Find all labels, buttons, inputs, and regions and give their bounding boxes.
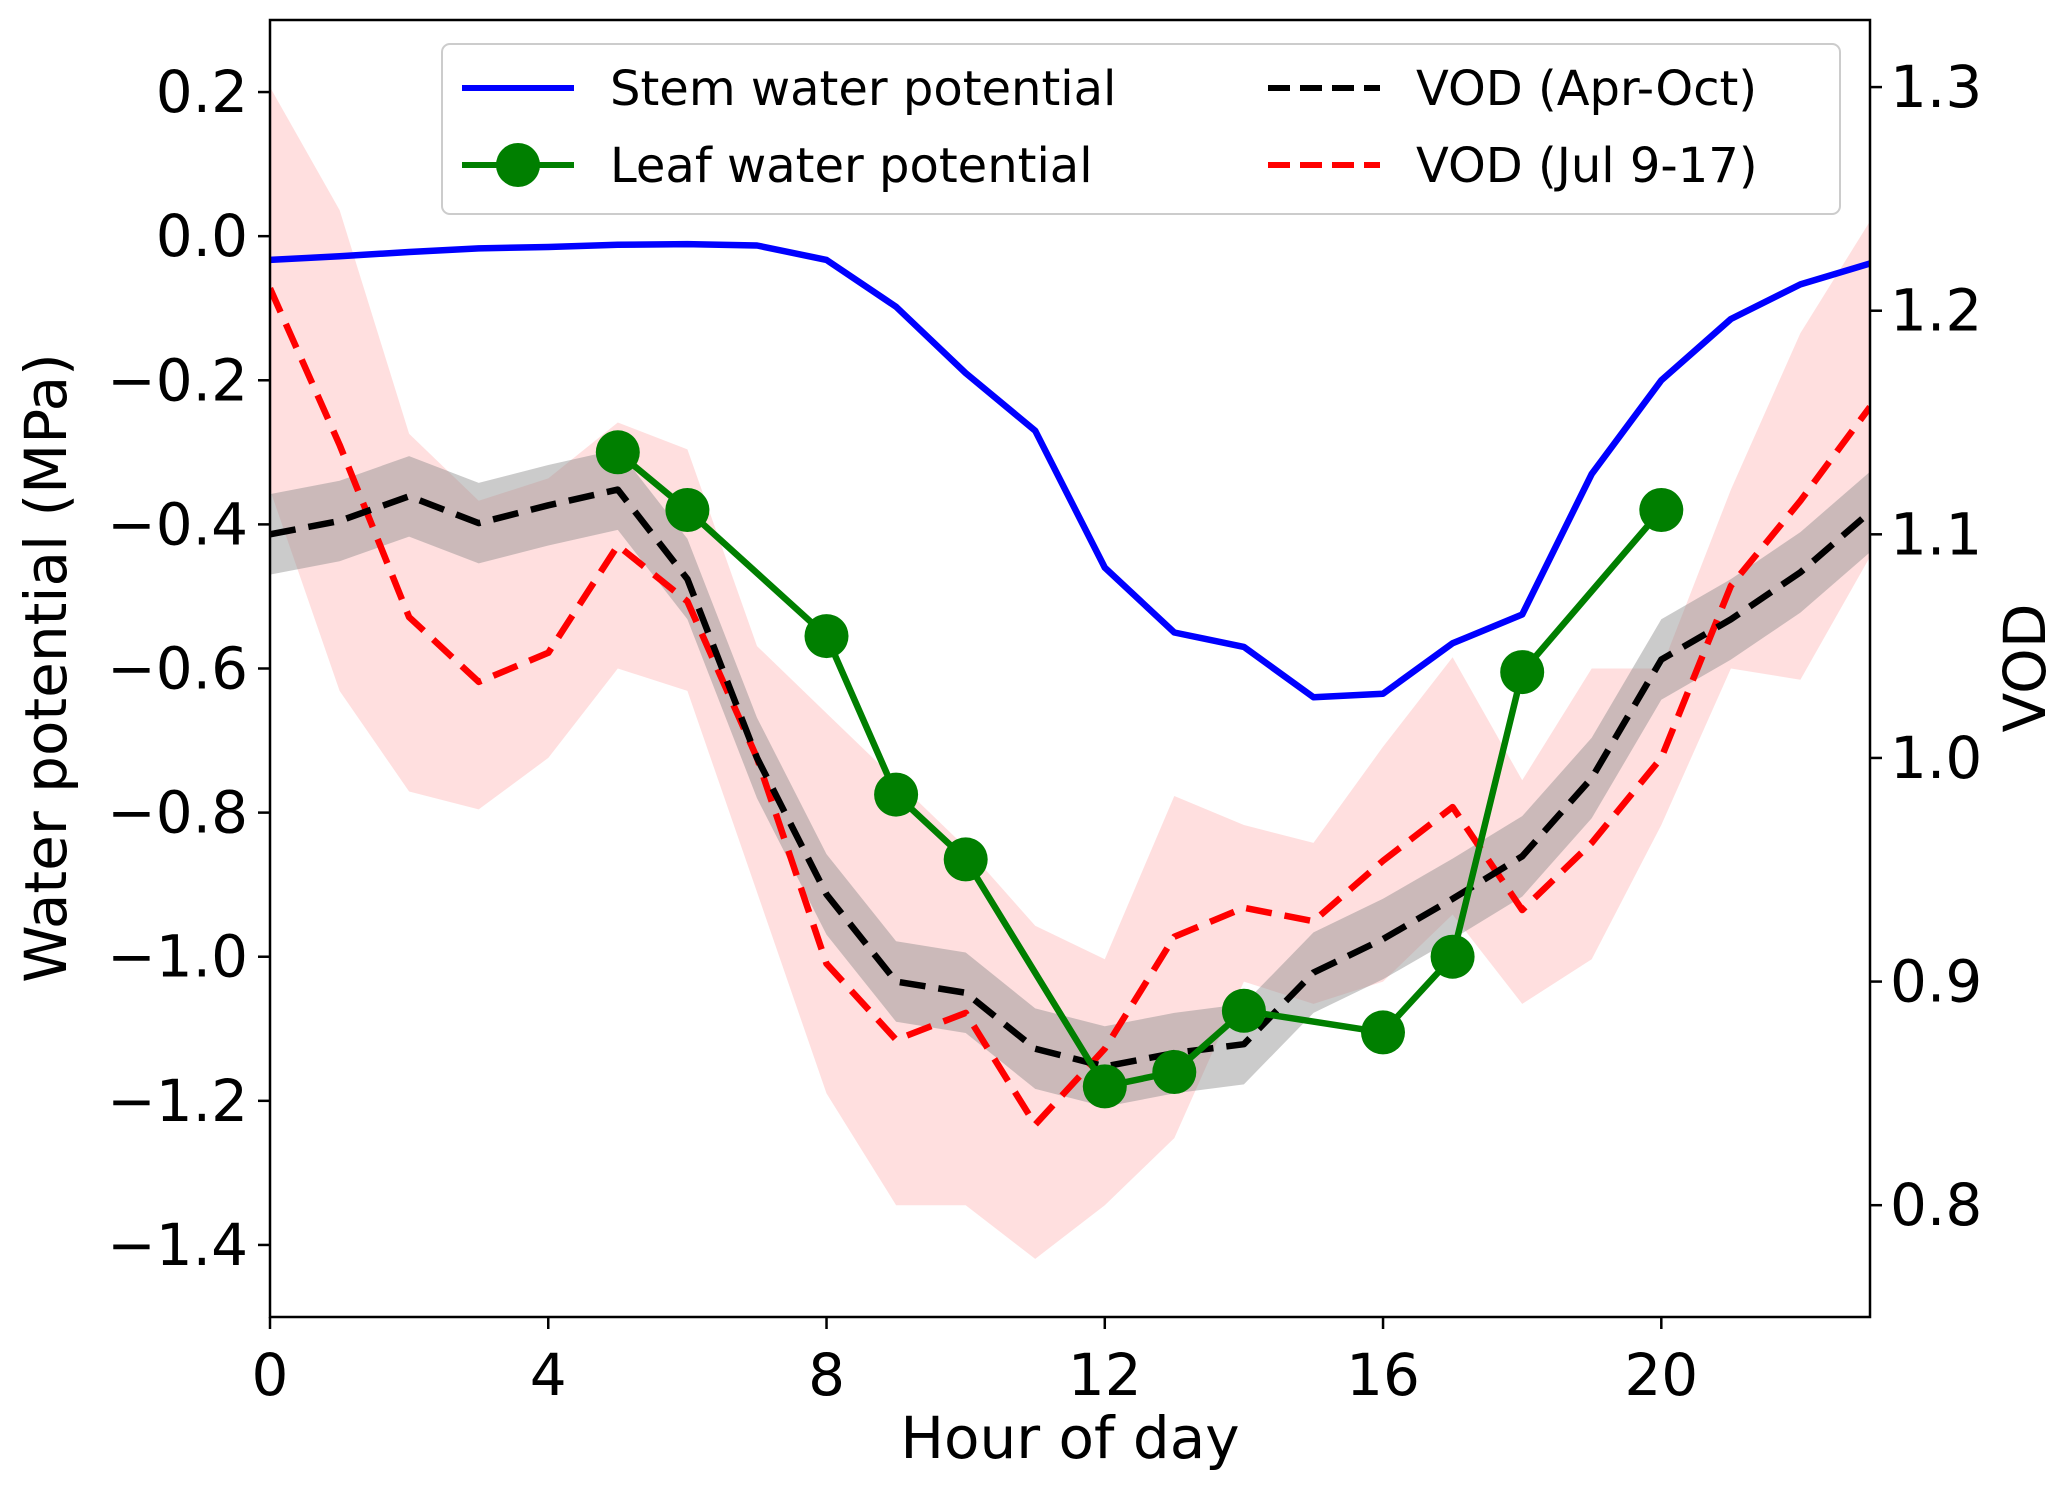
x-tick-label: 20	[1624, 1341, 1698, 1409]
y-right-tick-label: 0.9	[1890, 948, 1982, 1016]
y-left-tick-label: −0.2	[107, 346, 248, 414]
y-right-tick-label: 0.8	[1890, 1171, 1982, 1239]
leaf-point	[595, 430, 640, 475]
leaf-point	[1152, 1050, 1197, 1094]
y-axis-left: 0.2 0.0 −0.2 −0.4 −0.6 −0.8 −1.0 −1.2 −1.4	[107, 58, 270, 1279]
x-tick-label: 12	[1068, 1341, 1142, 1409]
leaf-point	[804, 614, 849, 659]
y-right-tick-label: 1.0	[1890, 724, 1982, 792]
legend-marker-leaf	[496, 143, 540, 187]
leaf-point	[874, 772, 919, 817]
leaf-point	[943, 837, 988, 882]
x-axis-label: Hour of day	[900, 1404, 1239, 1472]
y-right-tick-label: 1.3	[1890, 53, 1982, 121]
y-left-tick-label: −0.8	[107, 779, 248, 847]
x-tick-label: 4	[530, 1341, 567, 1409]
leaf-point	[1500, 650, 1545, 695]
x-tick-label: 16	[1346, 1341, 1420, 1409]
y-left-tick-label: −0.4	[107, 490, 248, 558]
y-right-tick-label: 1.2	[1890, 277, 1982, 345]
y-axis-right: 1.3 1.2 1.1 1.0 0.9 0.8	[1870, 53, 1982, 1239]
y-axis-left-label: Water potential (MPa)	[12, 353, 80, 983]
y-left-tick-label: −1.0	[107, 923, 248, 991]
line-vod-jul-9-17	[270, 286, 1870, 1128]
x-tick-label: 8	[808, 1341, 845, 1409]
leaf-point	[1361, 1010, 1405, 1055]
leaf-point	[1221, 988, 1266, 1033]
y-left-tick-label: 0.2	[156, 58, 248, 126]
y-left-tick-label: −1.2	[107, 1067, 248, 1135]
leaf-markers	[595, 430, 1684, 1109]
series-lines	[270, 240, 1870, 1128]
legend-label-vod-jul: VOD (Jul 9-17)	[1416, 138, 1758, 194]
line-stem-water-potential	[270, 240, 1870, 701]
y-left-tick-label: −1.4	[107, 1211, 248, 1279]
leaf-point	[665, 488, 710, 532]
leaf-point	[1639, 488, 1684, 532]
x-axis: 0 4 8 12 16 20	[252, 1317, 1698, 1409]
legend-label-stem: Stem water potential	[610, 61, 1116, 117]
leaf-point	[1082, 1064, 1127, 1109]
x-tick-label: 0	[252, 1341, 289, 1409]
line-vod-apr-oct	[270, 486, 1870, 1070]
legend-label-vod-aproct: VOD (Apr-Oct)	[1416, 61, 1757, 117]
legend: Stem water potential Leaf water potentia…	[441, 43, 1841, 215]
legend-box	[441, 43, 1841, 215]
band-vod-apr-oct	[270, 449, 1870, 1107]
y-left-tick-label: −0.6	[107, 635, 248, 703]
legend-label-leaf: Leaf water potential	[610, 138, 1093, 194]
y-left-tick-label: 0.0	[156, 202, 248, 270]
leaf-point	[1430, 934, 1475, 979]
line-leaf-water-potential	[615, 449, 1664, 1090]
y-right-tick-label: 1.1	[1890, 500, 1982, 568]
y-axis-right-label: VOD	[1991, 604, 2059, 733]
